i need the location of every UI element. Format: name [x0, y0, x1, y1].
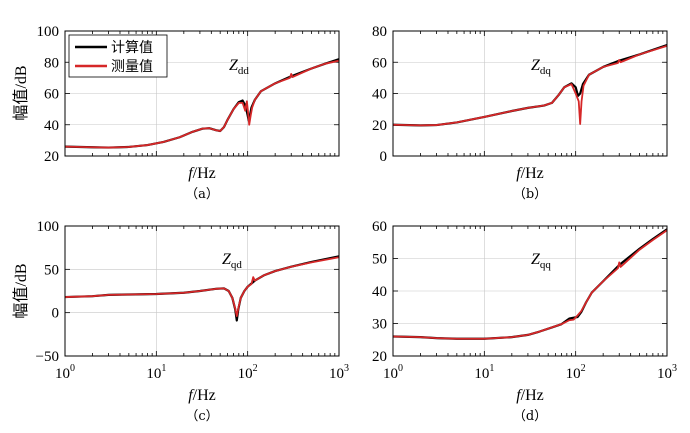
axes-frame	[392, 30, 668, 157]
y-tick-label: 80	[44, 55, 59, 71]
panel-d: 20 30 40 50 60 100 101 102 103 f/Hz Zqq （d）	[372, 219, 677, 424]
y-tick-label: 40	[44, 118, 59, 134]
legend-item-calculated-label: 计算值	[111, 40, 153, 56]
y-tick-label: 60	[372, 55, 387, 71]
y-tick-label: 100	[37, 24, 60, 40]
panel-caption: （c）	[185, 409, 218, 424]
x-tick-label: 102	[238, 363, 258, 382]
axes-frame	[64, 30, 340, 157]
x-tick-label: 100	[383, 363, 403, 382]
x-tick-label: 100	[55, 363, 75, 382]
y-tick-label: 20	[372, 118, 387, 134]
axes-frame	[64, 225, 340, 357]
series-line-measured	[392, 229, 668, 340]
y-tick-label: 30	[372, 317, 387, 333]
panel-b: 0 20 40 60 80 f/Hz Zdq （b）	[372, 24, 668, 202]
x-axis-label: f/Hz	[188, 165, 216, 182]
y-tick-label: 0	[52, 306, 60, 322]
legend-item-measured-label: 测量值	[111, 59, 153, 75]
y-tick-label: 100	[37, 219, 60, 235]
impedance-annotation: Zdq	[531, 57, 551, 77]
y-tick-label: 60	[44, 87, 59, 103]
x-tick-label: 102	[566, 363, 586, 382]
impedance-annotation: Zqd	[222, 251, 242, 271]
y-tick-label: 50	[372, 252, 387, 268]
y-axis-label: 幅值/dB	[12, 65, 30, 120]
series-line-measured	[392, 44, 668, 127]
y-tick-label: 0	[380, 149, 388, 165]
x-axis-label: f/Hz	[188, 387, 216, 404]
x-tick-label: 103	[657, 363, 677, 382]
panel-caption: （b）	[513, 187, 547, 202]
panel-caption: （a）	[185, 187, 219, 202]
legend-box	[68, 34, 168, 78]
x-tick-label: 101	[474, 363, 494, 382]
y-tick-label: 80	[372, 24, 387, 40]
impedance-annotation: Zdd	[229, 57, 249, 77]
axes-frame	[392, 225, 668, 357]
x-axis-label: f/Hz	[516, 165, 544, 182]
panel-caption: （d）	[513, 409, 547, 424]
y-tick-label: −50	[36, 349, 59, 365]
x-axis-label: f/Hz	[516, 387, 544, 404]
y-tick-label: 60	[372, 219, 387, 235]
y-tick-label: 40	[372, 284, 387, 300]
panel-c: −50 0 50 100 100 101 102 103 f/Hz 幅值/dB Zqd （c）	[12, 219, 349, 424]
series-line-measured	[64, 256, 340, 318]
x-tick-label: 101	[146, 363, 166, 382]
y-tick-label: 50	[44, 262, 59, 278]
impedance-annotation: Zqq	[531, 251, 551, 271]
x-tick-label: 103	[329, 363, 349, 382]
y-tick-label: 20	[44, 149, 59, 165]
series-line-measured	[64, 59, 340, 149]
y-axis-label: 幅值/dB	[12, 263, 30, 318]
y-tick-label: 20	[372, 349, 387, 365]
y-tick-label: 40	[372, 87, 387, 103]
